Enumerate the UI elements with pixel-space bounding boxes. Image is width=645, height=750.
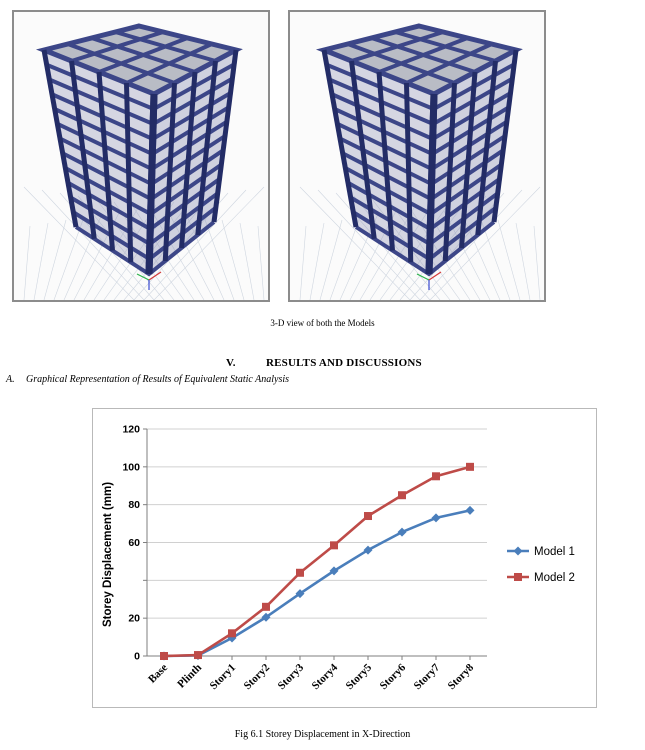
axis-triad	[136, 271, 162, 290]
x-tick-label: Story2	[242, 661, 273, 692]
y-tick-label: 120	[122, 424, 140, 436]
series-2-point	[262, 602, 270, 611]
legend-label-1: Model 1	[534, 546, 575, 558]
y-tick-label: 0	[134, 651, 140, 663]
series-1-point	[363, 545, 373, 555]
x-tick-label: Story3	[276, 661, 307, 692]
series-1-point	[295, 589, 305, 599]
series-2-point	[364, 512, 372, 521]
x-tick-label: Story5	[344, 661, 375, 692]
y-axis-title: Storey Displacement (mm)	[102, 482, 114, 627]
x-tick-label: Story4	[310, 661, 341, 692]
x-tick-label: Story7	[412, 661, 443, 692]
series-2-point	[330, 541, 338, 550]
y-tick-label: 100	[122, 461, 140, 473]
model-2-3d-view	[288, 10, 546, 302]
y-tick-label: 60	[128, 537, 140, 549]
legend-label-2: Model 2	[534, 572, 575, 584]
model-1-building-drawing	[23, 23, 265, 300]
storey-displacement-chart: 0 20 60 80 100 120 Base Plinth Story1 Story2 Story…	[92, 408, 597, 708]
subsection-letter: A.	[6, 374, 15, 385]
series-2-point	[398, 491, 406, 500]
x-tick-label: Base	[146, 662, 170, 686]
series-1-point	[261, 612, 271, 622]
model-1-3d-view	[12, 10, 270, 302]
section-title: RESULTS AND DISCUSSIONS	[266, 357, 422, 369]
legend-marker-1	[513, 546, 523, 556]
x-tick-label: Story6	[378, 661, 409, 692]
series-1-point	[431, 513, 441, 523]
series-2-point	[194, 651, 202, 660]
series-2-point	[432, 472, 440, 481]
building-frame	[315, 23, 523, 277]
series-1-point	[329, 566, 339, 576]
series-2-point	[466, 462, 474, 471]
series-1-point	[397, 527, 407, 537]
series-line-1	[163, 509, 471, 658]
y-tick-label: 20	[128, 613, 140, 625]
x-tick-label: Story1	[208, 662, 239, 693]
model-2-building-drawing	[299, 23, 541, 300]
section-number: V.	[226, 357, 236, 369]
series-2-point	[228, 629, 236, 638]
subsection-title: Graphical Representation of Results of E…	[26, 374, 290, 385]
y-tick-label: 80	[128, 499, 140, 511]
axis-triad	[416, 271, 442, 290]
series-line-2	[163, 465, 471, 658]
legend-marker-2	[514, 573, 522, 581]
x-tick-label: Plinth	[175, 662, 204, 691]
series-1-point	[465, 505, 475, 515]
series-2-point	[160, 652, 168, 660]
series-2-point	[296, 568, 304, 577]
subsection-heading: A. Graphical Representation of Results of…	[6, 374, 289, 385]
figure-caption-models: 3-D view of both the Models	[270, 318, 375, 328]
building-frame	[35, 23, 243, 277]
chart-caption: Fig 6.1 Storey Displacement in X-Directi…	[234, 729, 411, 740]
x-tick-label: Story8	[446, 661, 477, 692]
